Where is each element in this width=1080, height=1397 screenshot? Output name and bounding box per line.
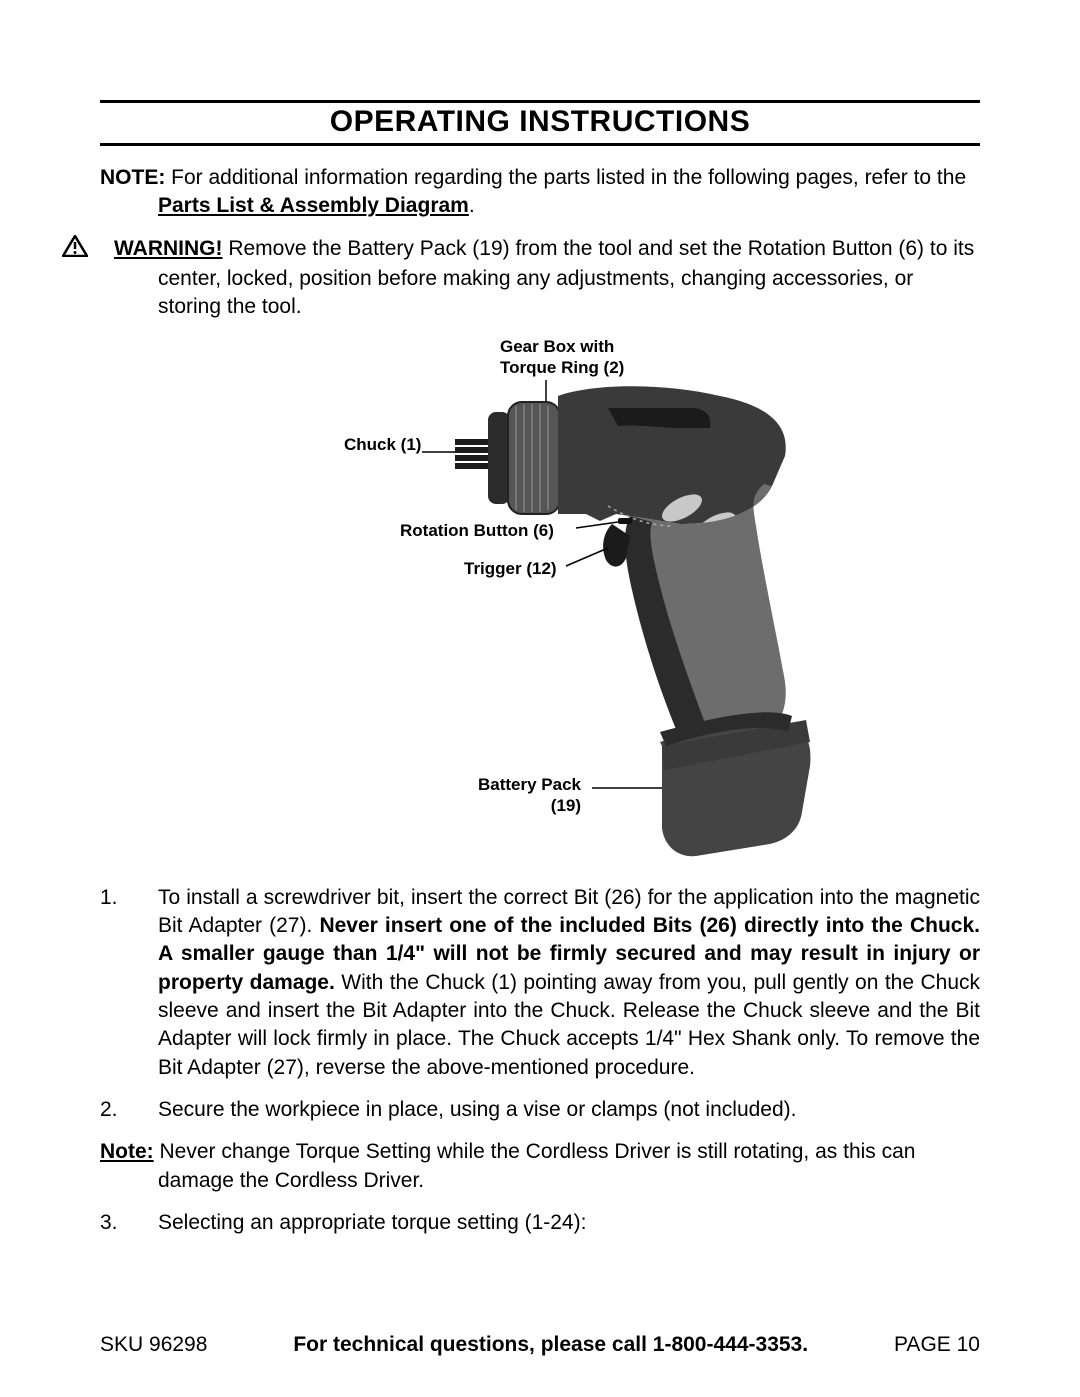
warning-label: WARNING! [114,237,223,260]
page-title: OPERATING INSTRUCTIONS [100,100,980,146]
note2-paragraph: Note: Never change Torque Setting while … [100,1138,980,1195]
drill-diagram: Gear Box withTorque Ring (2) Chuck (1) R… [100,336,980,866]
note-label: NOTE: [100,166,165,189]
step-3-body: Selecting an appropriate torque setting … [158,1209,980,1237]
footer-sku: SKU 96298 [100,1333,207,1357]
note2-label: Note: [100,1140,154,1163]
step-1: 1.To install a screwdriver bit, insert t… [100,884,980,1082]
step-num: 2. [100,1096,158,1124]
step-num: 1. [100,884,158,1082]
drill-illustration [360,346,820,866]
step-3-num: 3. [100,1209,158,1237]
label-chuck: Chuck (1) [344,434,421,455]
parts-list-link: Parts List & Assembly Diagram [158,194,469,217]
note2-text: Never change Torque Setting while the Co… [154,1140,916,1191]
label-rotation: Rotation Button (6) [400,520,554,541]
note-text: For additional information regarding the… [165,166,966,189]
footer-page: PAGE 10 [894,1333,980,1357]
step-3: 3. Selecting an appropriate torque setti… [100,1209,980,1237]
step-segment: Secure the workpiece in place, using a v… [158,1098,797,1121]
page-footer: SKU 96298 For technical questions, pleas… [100,1333,980,1357]
label-battery: Battery Pack(19) [478,774,581,817]
step-body: To install a screwdriver bit, insert the… [158,884,980,1082]
step-2: 2.Secure the workpiece in place, using a… [100,1096,980,1124]
label-gearbox: Gear Box withTorque Ring (2) [500,336,624,379]
warning-text: Remove the Battery Pack (19) from the to… [158,237,974,319]
step-body: Secure the workpiece in place, using a v… [158,1096,980,1124]
note-tail: . [469,194,475,217]
note-paragraph: NOTE: For additional information regardi… [100,164,980,221]
footer-mid: For technical questions, please call 1-8… [293,1333,808,1357]
warning-paragraph: WARNING! Remove the Battery Pack (19) fr… [100,235,980,322]
label-trigger: Trigger (12) [464,558,557,579]
